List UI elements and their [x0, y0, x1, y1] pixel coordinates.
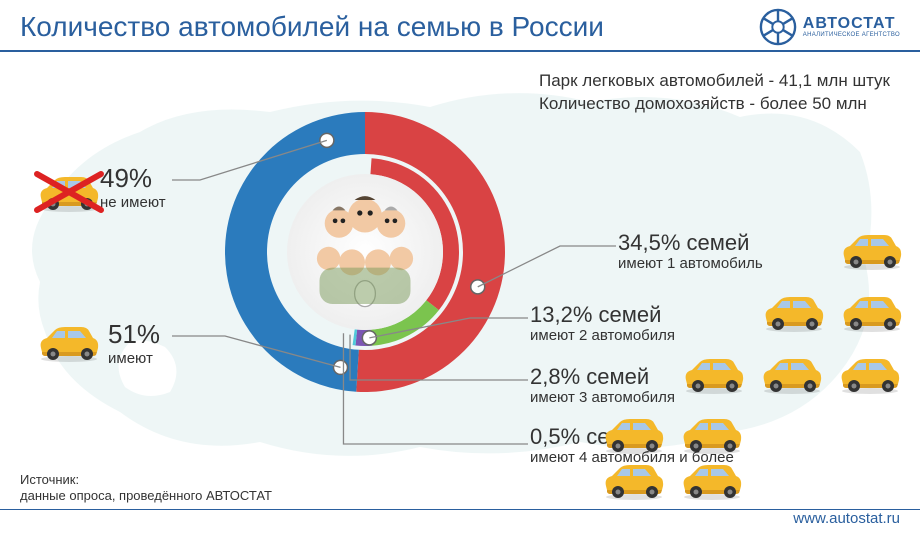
label-no-car: 49%не имеют: [100, 164, 166, 211]
subtitle: Парк легковых автомобилей - 41,1 млн шту…: [539, 70, 890, 116]
car-icon: [600, 460, 668, 500]
car-icon: [838, 230, 906, 270]
car-icon: [838, 292, 906, 332]
website-url: www.autostat.ru: [793, 510, 900, 527]
label-have-car: 51%имеют: [108, 320, 160, 367]
logo-name: АВТОСТАТ: [803, 16, 900, 32]
car-icon: [836, 354, 904, 394]
logo-icon: [759, 8, 797, 46]
car-icon: [680, 354, 748, 394]
page-title: Количество автомобилей на семью в России: [20, 11, 604, 43]
car-icon: [678, 414, 746, 454]
label-one-car: 34,5% семейимеют 1 автомобиль: [618, 230, 763, 273]
subtitle-line2: Количество домохозяйств - более 50 млн: [539, 93, 890, 116]
label-two-cars: 13,2% семейимеют 2 автомобиля: [530, 302, 675, 345]
car-icon-crossed: [35, 172, 103, 212]
car-icon: [678, 460, 746, 500]
logo-tagline: АНАЛИТИЧЕСКОЕ АГЕНТСТВО: [803, 32, 900, 38]
car-icon: [35, 322, 103, 362]
label-three-cars: 2,8% семейимеют 3 автомобиля: [530, 364, 675, 407]
family-illustration: [287, 174, 443, 330]
subtitle-line1: Парк легковых автомобилей - 41,1 млн шту…: [539, 70, 890, 93]
infographic-area: Парк легковых автомобилей - 41,1 млн шту…: [0, 52, 920, 512]
car-icon: [758, 354, 826, 394]
source: Источник: данные опроса, проведённого АВ…: [20, 472, 272, 505]
logo: АВТОСТАТ АНАЛИТИЧЕСКОЕ АГЕНТСТВО: [759, 8, 900, 46]
car-icon: [600, 414, 668, 454]
car-icon: [760, 292, 828, 332]
